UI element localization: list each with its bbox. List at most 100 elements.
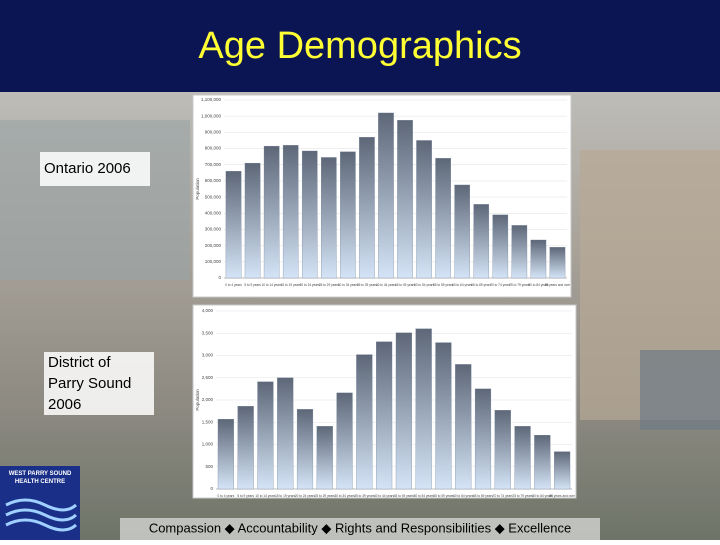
bar [549, 247, 566, 279]
x-tick-label: 35 to 39 years [354, 494, 375, 498]
y-tick-label: 500 [205, 464, 213, 469]
y-tick-label: 1,000 [202, 442, 214, 447]
chart-label: District of Parry Sound 2006 [44, 352, 154, 415]
x-tick-label: 70 to 74 years [490, 283, 511, 287]
y-tick-label: 0 [210, 486, 213, 491]
bar [435, 158, 451, 279]
x-tick-label: 15 to 19 years [275, 494, 296, 498]
bar [511, 225, 528, 279]
x-tick-label: 55 to 59 years [433, 494, 454, 498]
x-tick-label: 80 to 84 years [528, 283, 549, 287]
x-tick-label: 40 to 44 years [374, 494, 395, 498]
x-tick-label: 60 to 64 years [453, 494, 474, 498]
y-tick-label: 300,000 [205, 227, 222, 232]
bar [376, 341, 393, 490]
y-axis-title: Population [195, 178, 200, 200]
slide-title: Age Demographics [198, 25, 521, 67]
bar [415, 328, 432, 490]
footer-bg [120, 518, 600, 540]
title-band [0, 0, 720, 92]
building-window [0, 120, 190, 280]
logo-text-box: WEST PARRY SOUND HEALTH CENTRE [8, 471, 72, 485]
x-tick-label: 85 years and over [545, 283, 571, 287]
x-tick-label: 25 to 29 years [319, 283, 340, 287]
logo-text: WEST PARRY SOUND HEALTH CENTRE [8, 471, 72, 485]
x-tick-label: 50 to 54 years [414, 494, 435, 498]
x-tick-label: 30 to 34 years [334, 494, 355, 498]
y-tick-label: 200,000 [205, 243, 222, 248]
y-tick-label: 3,000 [202, 353, 214, 358]
x-tick-label: 45 to 49 years [395, 283, 416, 287]
bar [237, 406, 254, 490]
bar [316, 426, 333, 490]
bar [455, 364, 472, 490]
y-tick-label: 700,000 [205, 162, 222, 167]
x-tick-label: 0 to 4 years [218, 494, 235, 498]
x-tick-label: 20 to 24 years [295, 494, 316, 498]
x-tick-label: 70 to 74 years [493, 494, 514, 498]
y-tick-label: 1,000,000 [201, 113, 222, 118]
x-tick-label: 50 to 54 years [414, 283, 435, 287]
y-tick-label: 1,100,000 [201, 97, 222, 102]
y-tick-label: 2,500 [202, 375, 214, 380]
x-tick-label: 80 to 84 years [532, 494, 553, 498]
bar [514, 426, 531, 490]
logo-waves [5, 498, 78, 532]
x-tick-label: 75 to 79 years [512, 494, 533, 498]
bar [321, 157, 337, 279]
bar [554, 451, 571, 490]
x-tick-label: 85 years and over [549, 494, 575, 498]
bar [257, 381, 274, 490]
bar [534, 435, 551, 490]
bar [397, 120, 413, 279]
y-tick-label: 1,500 [202, 419, 214, 424]
y-tick-label: 2,000 [202, 397, 214, 402]
bar [217, 418, 234, 490]
bar [296, 409, 314, 490]
footer: Compassion ◆ Accountability ◆ Rights and… [149, 520, 571, 535]
x-tick-label: 0 to 4 years [225, 283, 242, 287]
bar [244, 162, 261, 279]
chart-label-box: District of Parry Sound 2006 [44, 352, 154, 415]
bar [301, 150, 318, 279]
x-tick-label: 5 to 9 years [237, 494, 254, 498]
bar [435, 342, 452, 490]
x-tick-label: 65 to 69 years [471, 283, 492, 287]
x-tick-label: 55 to 59 years [433, 283, 454, 287]
bar [395, 332, 412, 490]
bar [277, 377, 294, 490]
bar [494, 410, 511, 490]
x-tick-label: 40 to 44 years [376, 283, 397, 287]
bar [530, 239, 547, 279]
x-tick-label: 20 to 24 years [300, 283, 321, 287]
label-bg [40, 152, 150, 186]
y-tick-label: 100,000 [205, 259, 222, 264]
y-tick-label: 0 [218, 275, 221, 280]
bar [282, 145, 299, 279]
bar [336, 392, 353, 490]
bar [474, 388, 492, 490]
bar [416, 140, 432, 279]
y-tick-label: 400,000 [205, 210, 222, 215]
bar [378, 112, 394, 279]
y-tick-label: 3,500 [202, 330, 214, 335]
y-tick-label: 500,000 [205, 194, 222, 199]
bar [473, 204, 490, 279]
bar [340, 151, 356, 279]
bar [454, 184, 470, 279]
x-tick-label: 35 to 39 years [357, 283, 378, 287]
x-tick-label: 30 to 34 years [338, 283, 359, 287]
x-tick-label: 15 to 19 years [281, 283, 302, 287]
x-tick-label: 45 to 49 years [394, 494, 415, 498]
x-tick-label: 75 to 79 years [509, 283, 530, 287]
x-tick-label: 65 to 69 years [473, 494, 494, 498]
y-axis-title: Population [195, 389, 200, 411]
x-tick-label: 25 to 29 years [315, 494, 336, 498]
y-tick-label: 600,000 [205, 178, 222, 183]
y-tick-label: 900,000 [205, 130, 222, 135]
x-tick-label: 10 to 14 years [255, 494, 276, 498]
y-tick-label: 800,000 [205, 146, 222, 151]
bar [492, 214, 509, 279]
